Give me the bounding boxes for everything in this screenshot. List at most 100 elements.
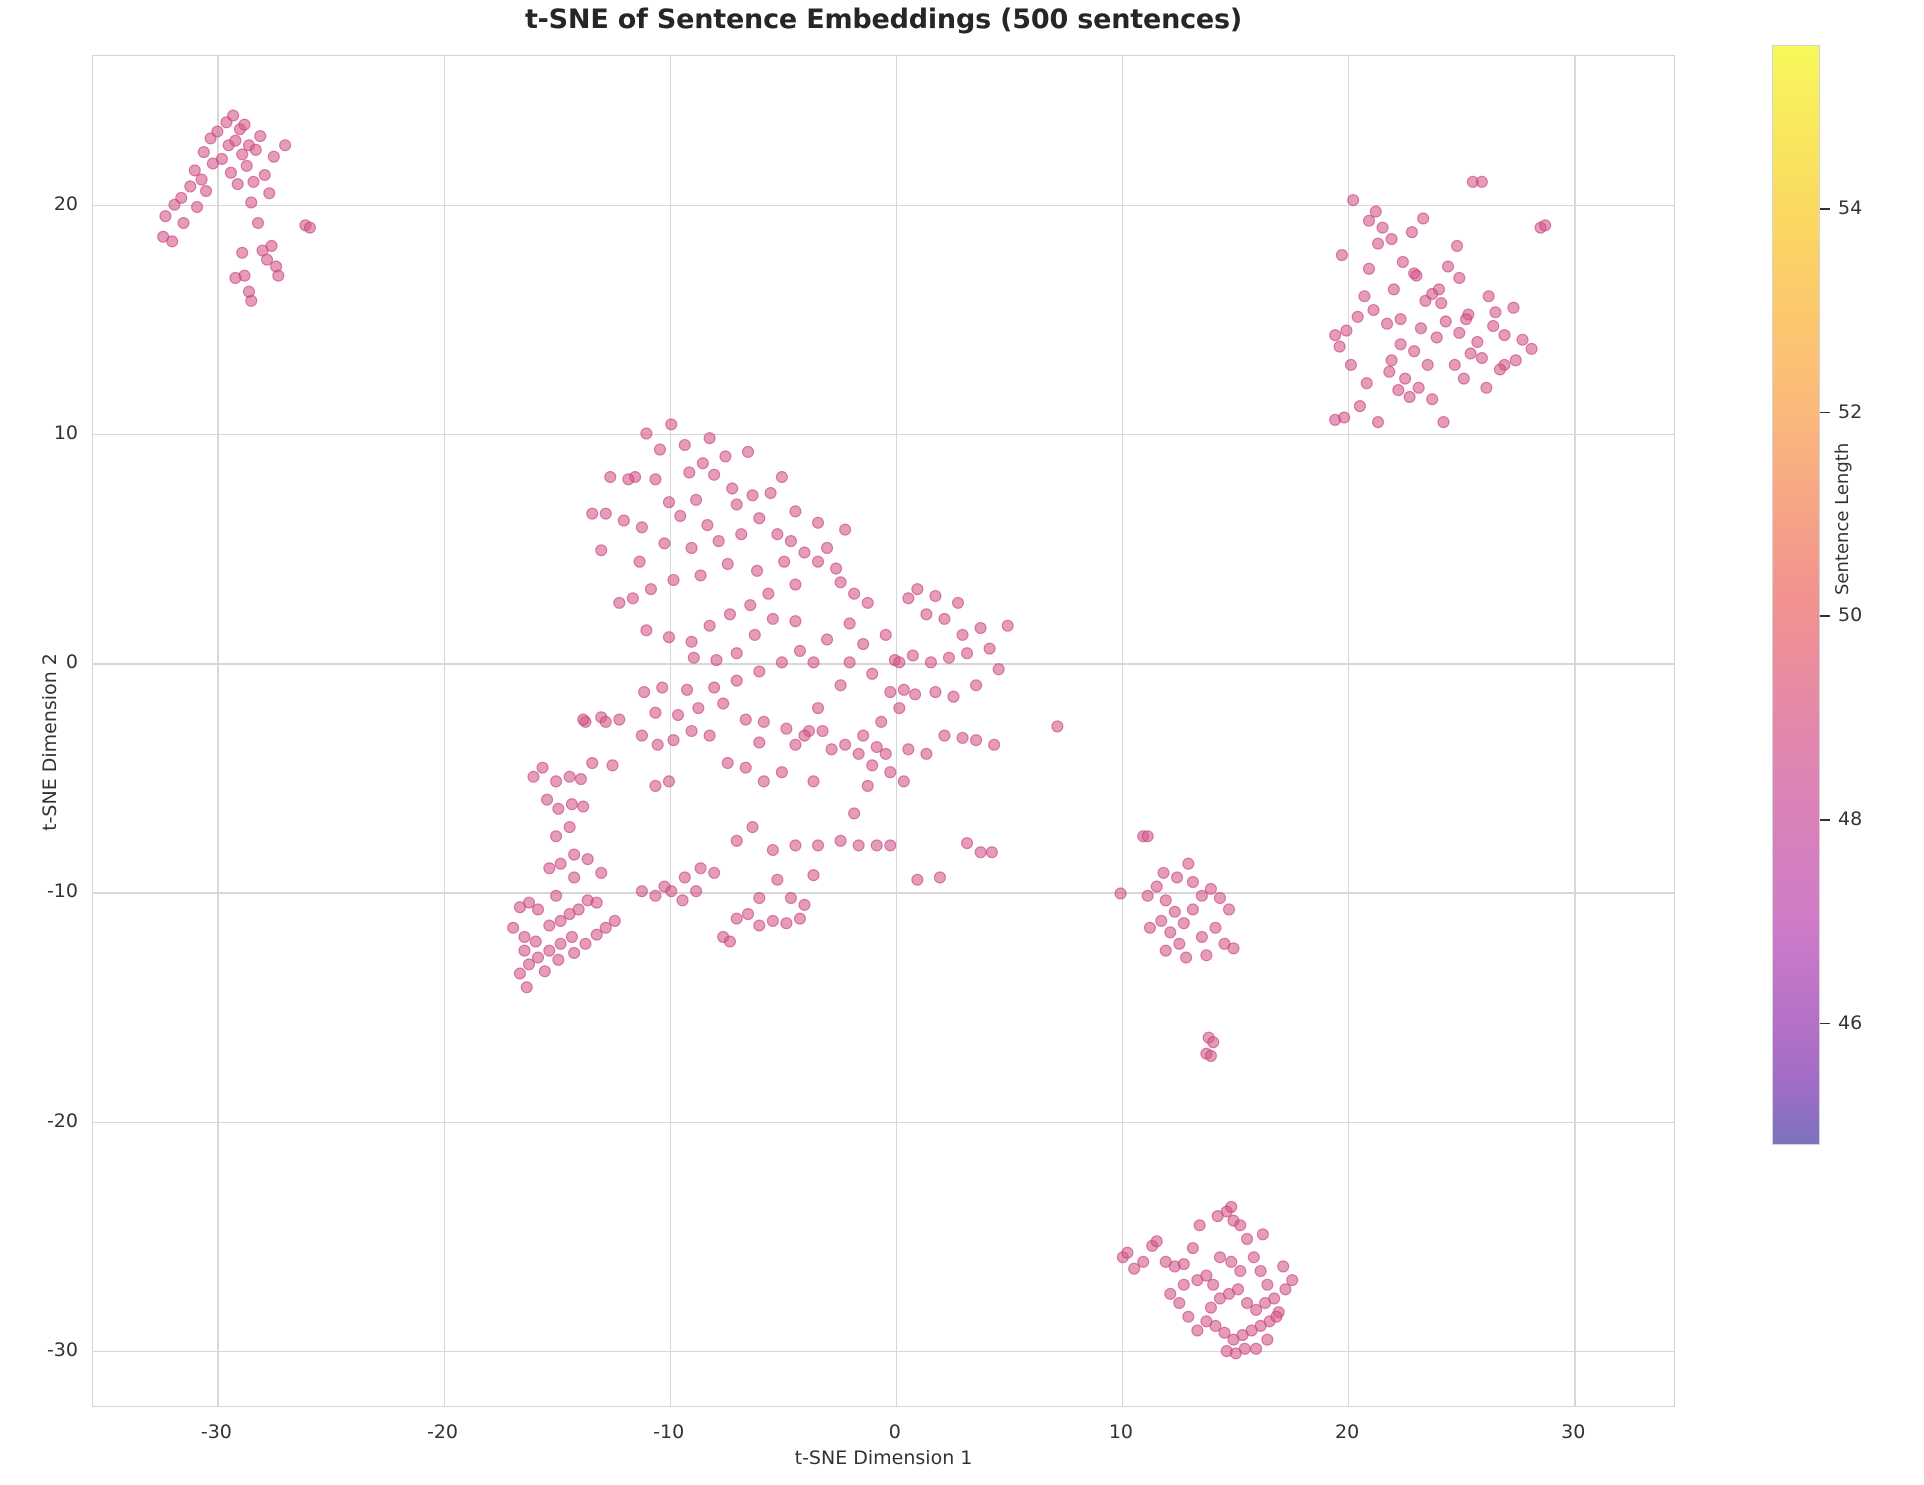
- scatter-point: [527, 770, 540, 783]
- colorbar-tick-mark: [1820, 1022, 1830, 1025]
- scatter-point: [924, 656, 937, 669]
- scatter-point: [753, 736, 766, 749]
- scatter-point: [1426, 393, 1439, 406]
- scatter-point: [861, 779, 874, 792]
- scatter-point: [870, 839, 883, 852]
- scatter-point: [1157, 866, 1170, 879]
- scatter-point: [848, 587, 861, 600]
- scatter-point: [784, 535, 797, 548]
- scatter-point: [1150, 1235, 1163, 1248]
- scatter-point: [541, 793, 554, 806]
- scatter-point: [683, 466, 696, 479]
- scatter-point: [1225, 1200, 1238, 1213]
- scatter-point: [1464, 347, 1477, 360]
- scatter-point: [518, 930, 531, 943]
- scatter-point: [1155, 914, 1168, 927]
- scatter-point: [552, 802, 565, 815]
- gridline-vertical: [1348, 56, 1350, 1406]
- scatter-point: [961, 837, 974, 850]
- scatter-point: [723, 935, 736, 948]
- scatter-point: [938, 729, 951, 742]
- scatter-point: [1141, 889, 1154, 902]
- scatter-point: [1435, 297, 1448, 310]
- scatter-point: [798, 546, 811, 559]
- scatter-point: [613, 713, 626, 726]
- scatter-point: [866, 667, 879, 680]
- scatter-point: [811, 702, 825, 715]
- scatter-point: [236, 246, 249, 259]
- scatter-point: [1207, 1278, 1220, 1291]
- scatter-point: [1381, 317, 1394, 330]
- scatter-point: [565, 798, 578, 811]
- scatter-point: [681, 683, 694, 696]
- scatter-point: [1186, 903, 1199, 916]
- scatter-point: [649, 473, 662, 486]
- scatter-point: [1171, 871, 1184, 884]
- scatter-point: [1114, 887, 1127, 900]
- scatter-point: [662, 631, 676, 644]
- scatter-point: [1394, 338, 1407, 351]
- scatter-point: [595, 866, 608, 879]
- scatter-point: [1340, 324, 1353, 337]
- scatter-point: [852, 839, 865, 852]
- scatter-point: [1480, 381, 1493, 394]
- scatter-point: [1362, 214, 1376, 227]
- scatter-point: [753, 665, 766, 678]
- scatter-point: [708, 468, 721, 481]
- scatter-point: [1207, 1036, 1220, 1049]
- scatter-point: [543, 919, 556, 932]
- colorbar-label: Sentence Length: [1832, 442, 1853, 595]
- scatter-point: [1186, 875, 1199, 889]
- scatter-point: [741, 908, 755, 921]
- scatter-point: [730, 834, 743, 847]
- scatter-point: [1369, 205, 1382, 218]
- scatter-point: [1385, 354, 1398, 367]
- scatter-point: [861, 596, 874, 609]
- scatter-point: [719, 450, 732, 463]
- scatter-point: [703, 729, 716, 742]
- scatter-point: [613, 596, 626, 609]
- scatter-point: [200, 184, 213, 198]
- scatter-point: [195, 173, 208, 186]
- scatter-point: [635, 885, 648, 898]
- scatter-point: [529, 935, 542, 948]
- scatter-point: [608, 914, 621, 927]
- scatter-point: [1164, 1287, 1177, 1300]
- gridline-vertical: [669, 56, 672, 1406]
- scatter-point: [1141, 830, 1154, 843]
- scatter-point: [1441, 260, 1455, 273]
- scatter-point: [839, 738, 852, 751]
- scatter-point: [667, 573, 680, 587]
- scatter-point: [753, 891, 766, 905]
- scatter-point: [1403, 390, 1416, 403]
- scatter-point: [775, 656, 788, 669]
- scatter-point: [272, 269, 285, 282]
- scatter-point: [692, 702, 705, 715]
- scatter-point: [543, 944, 556, 957]
- gridline-horizontal: [93, 892, 1674, 894]
- scatter-point: [1329, 329, 1342, 342]
- scatter-point: [909, 688, 922, 701]
- scatter-point: [572, 903, 585, 916]
- scatter-point: [1121, 1246, 1134, 1259]
- scatter-point: [1182, 1310, 1195, 1323]
- scatter-point: [635, 521, 648, 534]
- scatter-point: [1421, 358, 1434, 371]
- scatter-point: [857, 729, 870, 742]
- scatter-point: [766, 914, 779, 927]
- scatter-point: [848, 807, 861, 820]
- scatter-point: [191, 200, 204, 214]
- colorbar-tick-label: 50: [1838, 604, 1863, 627]
- scatter-point: [1333, 340, 1346, 353]
- scatter-point: [933, 871, 946, 884]
- scatter-point: [279, 139, 292, 152]
- scatter-point: [577, 800, 590, 813]
- scatter-point: [1475, 175, 1488, 188]
- scatter-point: [586, 756, 599, 770]
- scatter-point: [970, 679, 983, 692]
- scatter-point: [793, 644, 806, 657]
- scatter-point: [599, 715, 612, 728]
- scatter-point: [245, 196, 258, 209]
- scatter-point: [1460, 313, 1473, 326]
- scatter-point: [211, 125, 224, 138]
